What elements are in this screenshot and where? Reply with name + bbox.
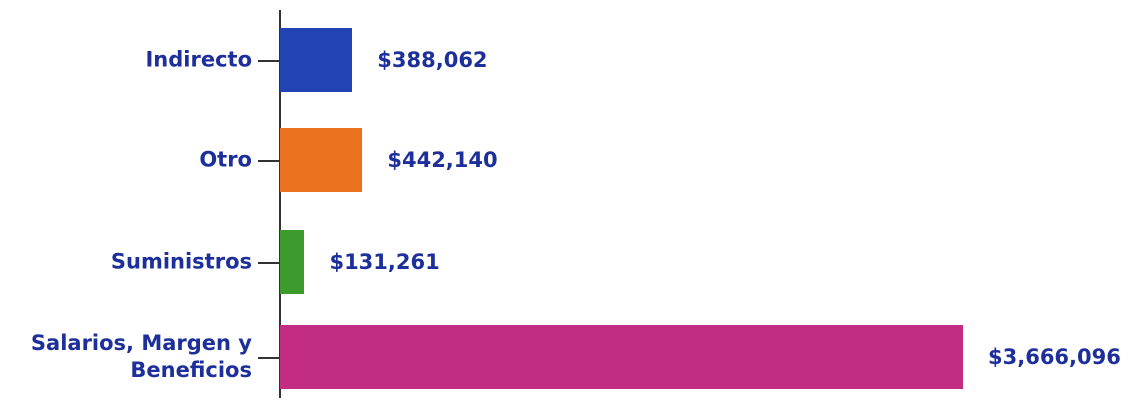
category-tick — [258, 160, 280, 162]
category-tick — [258, 357, 280, 359]
bar — [280, 325, 963, 389]
value-label: $3,666,096 — [988, 345, 1121, 369]
category-label: Suministros — [110, 249, 252, 274]
category-label: Indirecto — [145, 47, 252, 72]
bar — [280, 28, 353, 92]
value-label: $442,140 — [387, 148, 498, 172]
bar — [280, 128, 363, 192]
category-tick — [258, 60, 280, 62]
value-label: $388,062 — [377, 48, 488, 72]
category-tick — [258, 262, 280, 264]
value-label: $131,261 — [329, 250, 440, 274]
category-label: Salarios, Margen y Beneficios — [30, 331, 252, 382]
category-label: Otro — [199, 147, 252, 172]
bar — [280, 230, 305, 294]
category-axis — [279, 10, 281, 398]
